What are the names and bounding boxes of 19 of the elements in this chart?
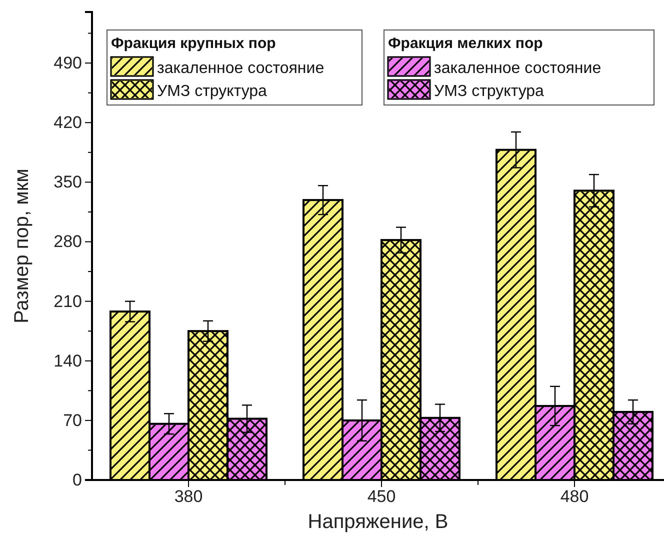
legend-label: закаленное состояние xyxy=(157,60,324,77)
x-tick-label: 380 xyxy=(174,487,203,506)
y-tick-label: 0 xyxy=(72,470,82,490)
annotation: Фракция мелких пор xyxy=(388,35,543,52)
x-tick-label: 480 xyxy=(560,487,589,506)
y-tick-label: 210 xyxy=(54,292,82,311)
y-axis-title: Размер пор, мкм xyxy=(11,168,33,324)
y-tick-label: 140 xyxy=(54,351,82,370)
legend-label: закаленное состояние xyxy=(434,60,602,77)
y-tick-label: 280 xyxy=(54,232,82,252)
x-tick-label: 450 xyxy=(367,487,396,506)
legend-title: Фракция крупных пор xyxy=(111,35,276,52)
legend-label: УМЗ структура xyxy=(157,83,268,100)
legend-label: УМЗ структура xyxy=(434,83,544,100)
y-tick-label: 70 xyxy=(63,410,82,430)
x-axis-title: Напряжение, В xyxy=(308,511,448,533)
y-tick-label: 420 xyxy=(54,113,82,132)
y-tick-label: 350 xyxy=(54,172,82,192)
y-tick-label: 490 xyxy=(54,53,82,72)
